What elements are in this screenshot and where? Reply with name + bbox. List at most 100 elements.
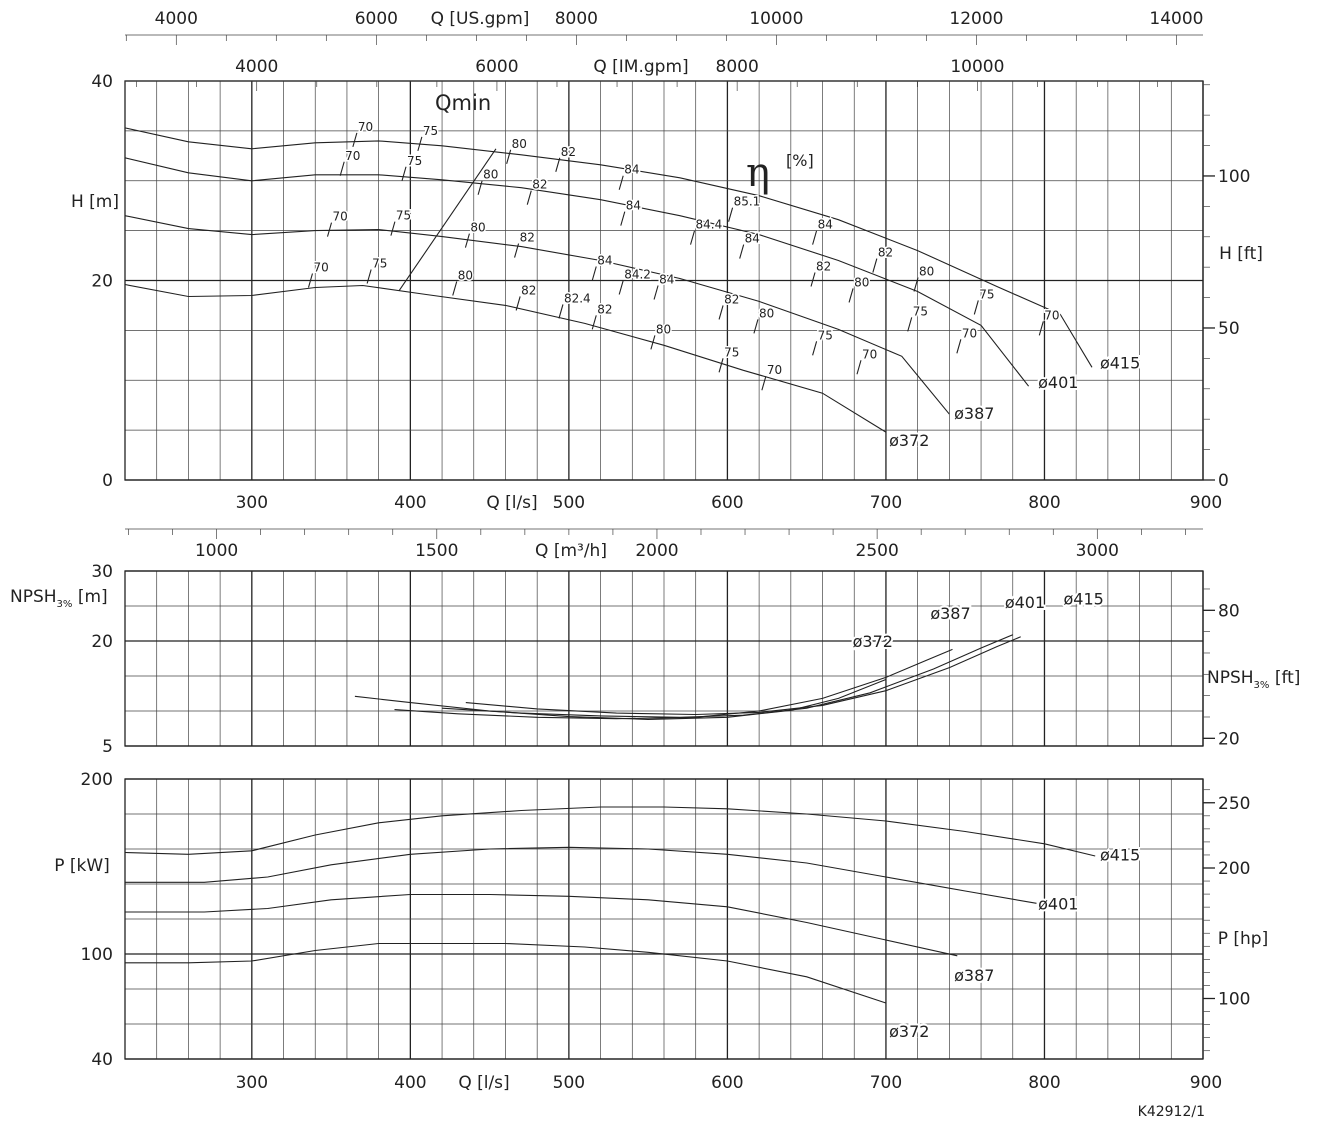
efficiency-label: 70: [962, 326, 977, 340]
efficiency-tick: [728, 207, 734, 222]
efficiency-label: 84.4: [696, 218, 723, 232]
usgpm-axis-label: Q [US.gpm]: [431, 9, 530, 29]
head-x-tick-label: 400: [394, 493, 426, 513]
efficiency-tick: [812, 230, 818, 245]
efficiency-tick: [753, 319, 759, 334]
head-x-tick-label: 800: [1028, 493, 1060, 513]
efficiency-tick: [848, 288, 854, 303]
npsh-y-tick-label: 30: [91, 562, 113, 582]
npsh-right-axis-label: NPSH3% [ft]: [1207, 668, 1300, 691]
head-right-tick-label: 0: [1218, 471, 1229, 491]
head-curve-label: ø387: [954, 404, 994, 423]
power-x-tick-label: 300: [236, 1073, 268, 1093]
efficiency-label: 84: [624, 163, 639, 177]
head-right-tick-label: 50: [1218, 319, 1240, 339]
usgpm-axis-tick-label: 10000: [749, 9, 803, 29]
head-right-tick-label: 100: [1218, 167, 1250, 187]
head-y-tick-label: 0: [102, 471, 113, 491]
m3h-axis-tick-label: 2000: [635, 541, 678, 561]
efficiency-tick: [718, 358, 724, 373]
efficiency-tick: [555, 157, 561, 172]
power-x-tick-label: 400: [394, 1073, 426, 1093]
power-x-tick-label: 900: [1190, 1073, 1222, 1093]
head-x-tick-label: 300: [236, 493, 268, 513]
efficiency-tick: [417, 136, 423, 151]
power-y-tick-label: 100: [81, 945, 113, 965]
efficiency-label: 75: [423, 124, 438, 138]
head-curve-d387: [124, 215, 950, 415]
efficiency-label: 75: [407, 154, 422, 168]
npsh-curve-label: ø372: [853, 632, 893, 651]
label-layer: ø415 ø401 ø387 ø372 ø372 ø387 ø401 ø415 ø415 ø401…: [312, 91, 1142, 1043]
npsh-y-tick-label: 20: [91, 632, 113, 652]
power-right-tick-label: 250: [1218, 794, 1250, 814]
npsh-curve-d415: [465, 636, 1021, 716]
efficiency-label: 82.4: [564, 291, 591, 305]
efficiency-tick: [390, 221, 396, 236]
efficiency-tick: [718, 305, 724, 320]
efficiency-label: 70: [333, 210, 348, 224]
efficiency-label: 82: [521, 283, 536, 297]
npsh-y-tick-label: 5: [102, 737, 113, 757]
head-y-axis-label: H [m]: [71, 192, 119, 212]
efficiency-tick: [856, 360, 862, 375]
efficiency-label: 82: [724, 292, 739, 306]
efficiency-label: 70: [862, 347, 877, 361]
efficiency-label: 80: [759, 306, 774, 320]
head-curve-label: ø415: [1100, 353, 1140, 372]
head-curve-d401: [124, 157, 1030, 387]
imgpm-axis-tick-label: 8000: [716, 57, 759, 77]
power-y-tick-label: 40: [91, 1050, 113, 1070]
efficiency-tick: [591, 266, 597, 281]
npsh-right-tick-label: 20: [1218, 729, 1240, 749]
usgpm-axis-tick-label: 14000: [1149, 9, 1203, 29]
power-x-tick-label: 700: [870, 1073, 902, 1093]
efficiency-label: 75: [724, 345, 739, 359]
efficiency-label: 82: [597, 302, 612, 316]
efficiency-tick: [515, 296, 521, 311]
efficiency-tick: [907, 317, 913, 332]
imgpm-axis-label: Q [IM.gpm]: [593, 57, 688, 77]
efficiency-label: 80: [854, 275, 869, 289]
power-y-axis-label: P [kW]: [54, 856, 110, 876]
efficiency-symbol: η: [746, 150, 770, 196]
npsh-curve-label: ø415: [1063, 589, 1103, 608]
m3h-axis-tick-label: 2500: [856, 541, 899, 561]
head-x-axis-label: Q [l/s]: [486, 493, 537, 513]
qmin-label: Qmin: [435, 91, 491, 115]
m3h-axis-tick-label: 3000: [1076, 541, 1119, 561]
curve-layer: [124, 127, 1096, 1004]
imgpm-axis-tick-label: 4000: [235, 57, 278, 77]
efficiency-tick: [352, 132, 358, 148]
power-curve-label: ø401: [1038, 894, 1078, 913]
efficiency-label: 82: [532, 178, 547, 192]
efficiency-label: 84.2: [624, 267, 651, 281]
npsh-curve-label: ø387: [930, 604, 970, 623]
power-curve-label: ø387: [954, 966, 994, 985]
efficiency-tick: [514, 243, 520, 258]
power-x-tick-label: 800: [1028, 1073, 1060, 1093]
head-x-tick-label: 600: [711, 493, 743, 513]
efficiency-label: 75: [818, 328, 833, 342]
efficiency-label: 80: [458, 268, 473, 282]
head-y-tick-label: 40: [91, 72, 113, 92]
efficiency-tick: [618, 280, 624, 295]
efficiency-tick: [690, 230, 696, 245]
power-right-axis-label: P [hp]: [1218, 929, 1269, 949]
efficiency-label: 75: [979, 287, 994, 301]
efficiency-tick: [872, 258, 878, 273]
efficiency-tick: [739, 244, 745, 259]
usgpm-axis-tick-label: 6000: [355, 9, 398, 29]
head-curve-d415: [124, 127, 1093, 368]
efficiency-label: 70: [358, 120, 373, 134]
npsh-curve-d372: [354, 678, 887, 720]
efficiency-tick: [526, 190, 532, 205]
efficiency-tick: [913, 277, 919, 292]
usgpm-axis-tick-label: 4000: [155, 9, 198, 29]
efficiency-label: 84: [597, 254, 612, 268]
efficiency-tick: [326, 222, 333, 237]
efficiency-label: 80: [470, 221, 485, 235]
head-x-tick-label: 500: [553, 493, 585, 513]
power-curve-d401: [125, 846, 1037, 904]
